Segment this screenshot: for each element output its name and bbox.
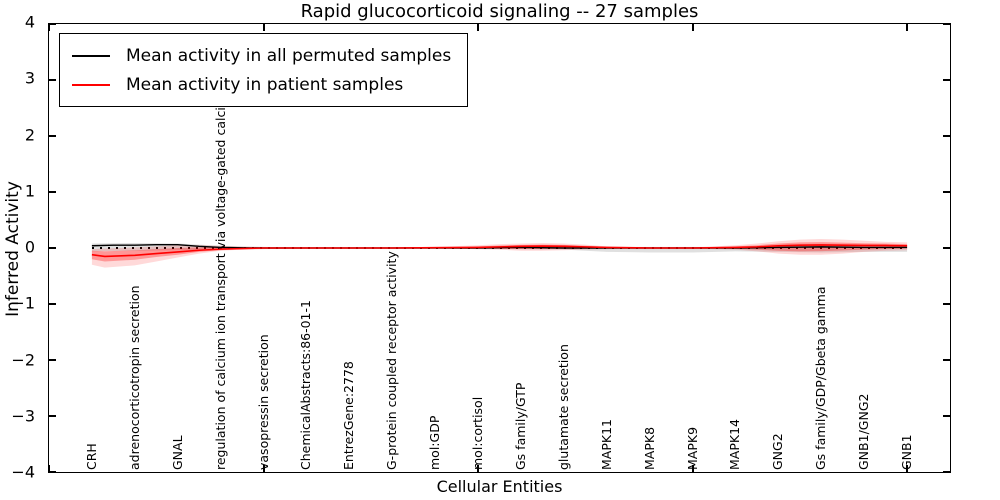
y-tick-left (49, 135, 56, 137)
x-category-label: GNG2 (770, 433, 786, 470)
y-tick-right (943, 415, 950, 417)
x-tick-bottom (691, 465, 694, 472)
y-tick-left (49, 415, 56, 417)
y-tick-left (49, 191, 56, 193)
y-tick-left (49, 471, 56, 473)
y-tick-left (49, 23, 56, 25)
x-tick-top (477, 24, 480, 31)
x-category-label: ChemicalAbstracts:86-01-1 (298, 300, 314, 470)
x-category-label: glutamate secretion (555, 344, 571, 470)
x-category-label: MAPK9 (684, 426, 700, 470)
series-line-patient (92, 245, 907, 256)
y-tick-label: −1 (11, 293, 35, 313)
y-tick-right (943, 303, 950, 305)
x-tick-bottom (48, 465, 50, 472)
y-tick-right (943, 471, 950, 473)
x-category-label: MAPK11 (598, 419, 614, 470)
x-category-label: vasopressin secretion (255, 334, 271, 470)
x-tick-bottom (262, 465, 265, 472)
y-tick-label: 1 (24, 181, 35, 201)
x-category-label: Gs family/GTP (512, 382, 528, 470)
y-tick-left (49, 359, 56, 361)
y-tick-label: 0 (24, 237, 35, 257)
x-category-label: mol:GDP (427, 415, 443, 470)
x-axis-title: Cellular Entities (436, 477, 563, 496)
patient-samples-confidence-band-outer (91, 239, 908, 268)
x-tick-top (906, 24, 909, 31)
x-tick-top (691, 24, 694, 31)
x-category-label: MAPK8 (641, 426, 657, 470)
legend-entry: Mean activity in patient samples (72, 70, 451, 99)
y-tick-left (49, 79, 56, 81)
y-tick-right (943, 359, 950, 361)
y-tick-right (943, 135, 950, 137)
y-tick-label: −3 (11, 406, 35, 426)
y-tick-label: 3 (24, 68, 35, 88)
data-series-canvas (49, 24, 950, 472)
patient-samples-confidence-band-inner (91, 242, 908, 262)
y-tick-right (943, 191, 950, 193)
y-tick-left (49, 247, 56, 249)
x-tick-bottom (906, 465, 909, 472)
legend: Mean activity in all permuted samples Mea… (59, 33, 469, 107)
x-category-label: mol:cortisol (470, 396, 486, 470)
y-tick-label: −4 (11, 462, 35, 482)
x-category-label: Gs family/GDP/Gbeta gamma (813, 286, 829, 470)
y-tick-label: 4 (24, 12, 35, 32)
x-category-label: G-protein coupled receptor activity (384, 251, 400, 470)
y-tick-label: −2 (11, 350, 35, 370)
x-category-label: adrenocorticotropin secretion (126, 285, 142, 470)
legend-line-swatch (72, 54, 110, 57)
legend-items: Mean activity in all permuted samples Mea… (72, 41, 451, 99)
y-tick-left (49, 303, 56, 305)
x-category-label: MAPK14 (727, 419, 743, 470)
y-tick-right (943, 23, 950, 25)
x-category-label: GNB1 (899, 434, 915, 470)
x-tick-top (48, 24, 50, 31)
x-category-label: GNB1/GNG2 (856, 393, 872, 470)
y-tick-right (943, 247, 950, 249)
x-category-label: GNAL (169, 435, 185, 470)
x-tick-bottom (477, 465, 480, 472)
plot-area: CRH adrenocorticotropin secretion GNAL regu… (48, 23, 951, 473)
y-tick-label: 2 (24, 125, 35, 145)
legend-label: Mean activity in patient samples (126, 74, 404, 95)
legend-label: Mean activity in all permuted samples (126, 45, 452, 66)
x-category-label: EntrezGene:2778 (341, 361, 357, 470)
y-tick-right (943, 79, 950, 81)
chart-title: Rapid glucocorticoid signaling -- 27 sam… (300, 1, 699, 22)
x-category-label: CRH (83, 443, 99, 470)
x-tick-top (262, 24, 265, 31)
legend-line-swatch (72, 83, 110, 86)
y-axis-tick-labels: 4 3 2 1 0 −1 −2 −3 −4 (0, 13, 42, 482)
legend-entry: Mean activity in all permuted samples (72, 41, 451, 70)
